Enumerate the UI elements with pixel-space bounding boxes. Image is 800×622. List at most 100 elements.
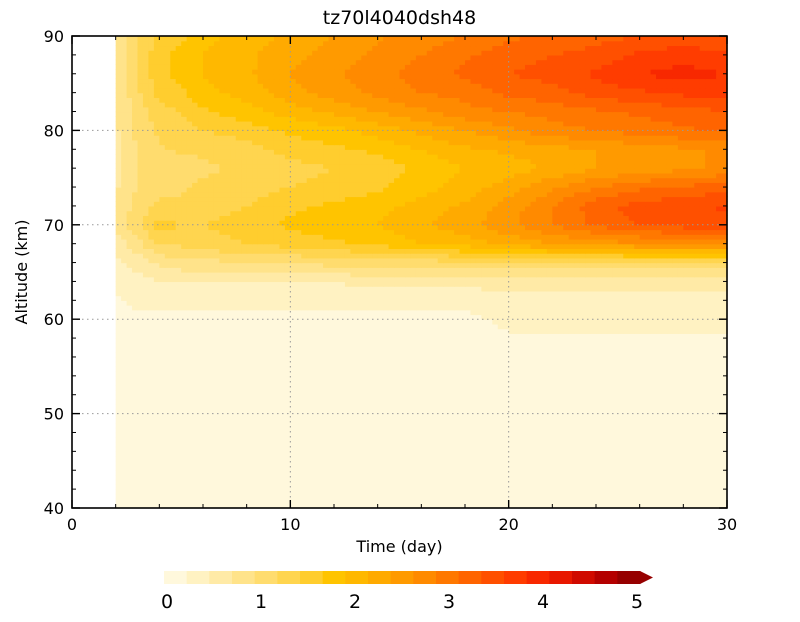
heatmap-cell xyxy=(688,338,695,344)
heatmap-cell xyxy=(492,394,499,401)
heatmap-cell xyxy=(617,399,624,405)
heatmap-cell xyxy=(634,503,641,509)
heatmap-cell xyxy=(301,493,308,500)
heatmap-cell xyxy=(421,295,428,301)
heatmap-cell xyxy=(606,479,613,485)
heatmap-cell xyxy=(486,451,493,457)
heatmap-cell xyxy=(121,456,128,462)
heatmap-cell xyxy=(421,460,428,467)
heatmap-cell xyxy=(372,356,379,363)
heatmap-cell xyxy=(404,390,412,396)
heatmap-cell xyxy=(568,418,575,424)
heatmap-cell xyxy=(465,394,472,401)
heatmap-cell xyxy=(263,319,270,325)
heatmap-cell xyxy=(235,300,242,306)
heatmap-cell xyxy=(126,423,133,429)
heatmap-cell xyxy=(388,375,395,382)
heatmap-cell xyxy=(432,314,439,320)
heatmap-cell xyxy=(252,432,259,438)
heatmap-cell xyxy=(344,342,351,349)
heatmap-cell xyxy=(623,456,630,462)
heatmap-cell xyxy=(399,489,406,495)
heatmap-cell xyxy=(579,305,586,311)
heatmap-cell xyxy=(208,474,215,481)
heatmap-cell xyxy=(410,432,417,438)
heatmap-cell xyxy=(383,342,390,349)
heatmap-cell xyxy=(186,356,193,363)
heatmap-cell xyxy=(175,323,182,330)
heatmap-cell xyxy=(535,427,543,434)
heatmap-cell xyxy=(596,418,603,424)
heatmap-cell xyxy=(241,479,248,485)
heatmap-cell xyxy=(579,465,586,471)
heatmap-cell xyxy=(623,371,630,377)
heatmap-cell xyxy=(164,484,171,490)
heatmap-cell xyxy=(541,347,548,353)
heatmap-cell xyxy=(579,446,586,452)
heatmap-cell xyxy=(137,338,144,344)
heatmap-cell xyxy=(279,300,286,306)
heatmap-cell xyxy=(525,338,532,344)
heatmap-cell xyxy=(219,451,226,457)
heatmap-cell xyxy=(590,451,597,457)
heatmap-cell xyxy=(617,366,624,372)
heatmap-cell xyxy=(530,404,537,410)
heatmap-cell xyxy=(568,319,575,325)
heatmap-cell xyxy=(552,356,559,363)
heatmap-cell xyxy=(557,423,564,429)
heatmap-cell xyxy=(443,375,450,382)
heatmap-cell xyxy=(426,474,433,481)
heatmap-cell xyxy=(514,371,521,377)
heatmap-cell xyxy=(415,498,422,504)
heatmap-cell xyxy=(705,489,712,495)
heatmap-cell xyxy=(301,390,308,396)
heatmap-cell xyxy=(705,418,712,424)
heatmap-cell xyxy=(284,441,291,448)
heatmap-cell xyxy=(306,493,313,500)
heatmap-cell xyxy=(437,390,444,396)
heatmap-cell xyxy=(153,427,160,434)
heatmap-cell xyxy=(721,309,728,316)
heatmap-cell xyxy=(399,423,406,429)
heatmap-cell xyxy=(465,418,472,424)
heatmap-cell xyxy=(399,347,406,353)
heatmap-cell xyxy=(383,451,390,457)
heatmap-cell xyxy=(656,342,663,349)
heatmap-cell xyxy=(132,300,139,306)
heatmap-cell xyxy=(677,309,684,316)
heatmap-cell xyxy=(312,309,319,316)
heatmap-cell xyxy=(268,305,275,311)
heatmap-cell xyxy=(224,300,231,306)
heatmap-cell xyxy=(404,347,412,353)
heatmap-cell xyxy=(203,446,210,452)
heatmap-cell xyxy=(508,498,515,504)
heatmap-cell xyxy=(535,413,543,419)
heatmap-cell xyxy=(186,432,193,438)
heatmap-cell xyxy=(514,465,521,471)
heatmap-cell xyxy=(426,437,433,443)
heatmap-cell xyxy=(574,314,581,320)
heatmap-cell xyxy=(623,361,630,367)
heatmap-cell xyxy=(208,380,215,386)
heatmap-cell xyxy=(716,427,723,434)
heatmap-cell xyxy=(383,470,390,476)
heatmap-cell xyxy=(639,300,646,306)
heatmap-cell xyxy=(525,375,532,382)
heatmap-cell xyxy=(323,295,330,301)
heatmap-cell xyxy=(666,356,674,363)
heatmap-cell xyxy=(317,493,324,500)
heatmap-cell xyxy=(355,479,362,485)
heatmap-cell xyxy=(361,300,368,306)
heatmap-cell xyxy=(645,498,652,504)
heatmap-cell xyxy=(568,361,575,367)
heatmap-cell xyxy=(323,305,330,311)
heatmap-cell xyxy=(235,333,242,339)
heatmap-cell xyxy=(241,394,248,401)
heatmap-cell xyxy=(273,484,281,490)
heatmap-cell xyxy=(366,489,373,495)
heatmap-cell xyxy=(241,503,248,509)
heatmap-cell xyxy=(721,328,728,334)
heatmap-cell xyxy=(344,319,351,325)
heatmap-cell xyxy=(317,451,324,457)
heatmap-cell xyxy=(148,328,155,334)
